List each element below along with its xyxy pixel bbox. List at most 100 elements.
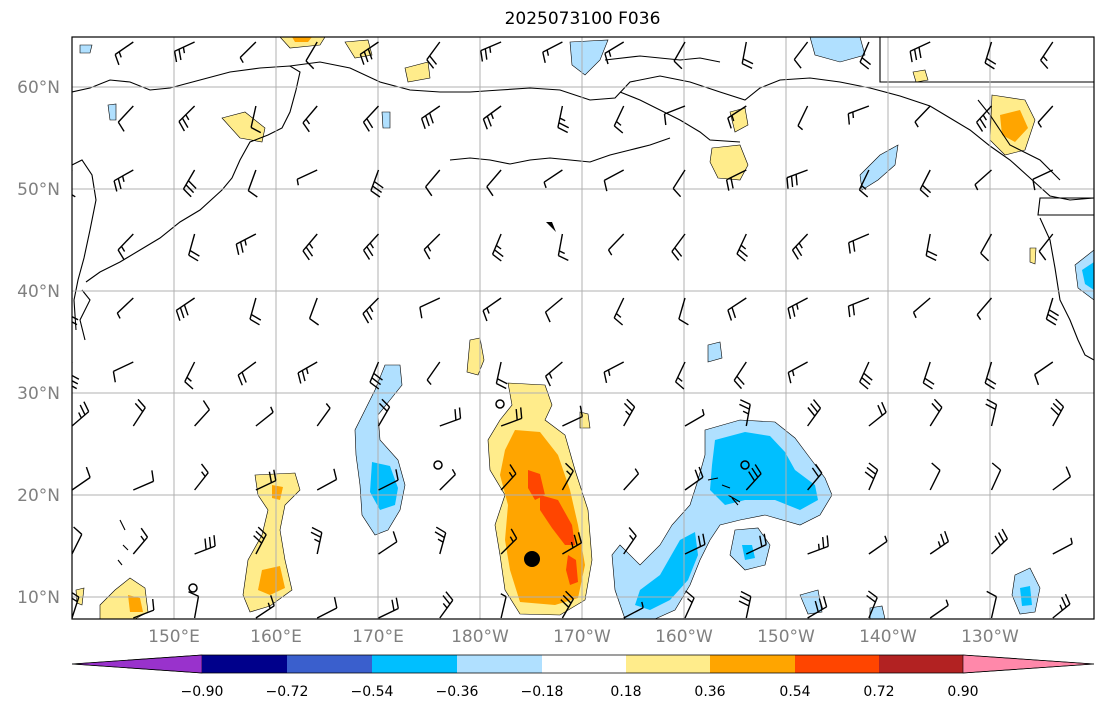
wind-barb	[623, 607, 644, 619]
wind-barb-feather	[986, 377, 997, 385]
wind-barb-feather	[663, 113, 667, 126]
wind-barb-feather	[492, 253, 502, 262]
wind-barb-feather	[867, 590, 878, 599]
wind-barb-feather	[924, 377, 935, 385]
wind-barb-feather	[796, 303, 799, 310]
lat-label: 60°N	[17, 78, 60, 98]
wind-barb	[369, 361, 380, 383]
wind-barb	[72, 411, 90, 427]
wind-barb-feather	[178, 49, 182, 61]
wind-barb-feather	[548, 372, 553, 379]
wind-barb	[674, 361, 686, 383]
wind-barb	[990, 404, 998, 427]
wind-barb-feather	[425, 186, 433, 197]
colorbar-seg-5	[542, 655, 626, 673]
wind-barb-feather	[736, 253, 746, 262]
wind-barb-feather	[881, 401, 887, 413]
wind-barb-feather	[79, 404, 86, 416]
wind-barb	[255, 605, 275, 619]
wind-barb-feather	[913, 49, 918, 61]
wind-barb-feather	[912, 312, 917, 319]
wind-barb-feather	[559, 117, 566, 122]
wind-barb-feather	[787, 372, 792, 384]
wind-barb	[425, 169, 441, 188]
wind-barb	[194, 472, 209, 491]
wind-barb-feather	[558, 250, 565, 255]
wind-barb	[613, 297, 625, 319]
wind-barb	[133, 480, 154, 491]
wind-barb-feather	[208, 536, 212, 548]
wind-barb-feather	[373, 181, 384, 189]
wind-barb	[684, 543, 706, 555]
wind-barb	[561, 598, 575, 619]
wind-barb-feather	[244, 239, 247, 246]
wind-barb	[302, 105, 318, 124]
wind-barb	[184, 361, 196, 383]
colorbar-seg-9	[879, 655, 963, 673]
wind-barb	[746, 543, 767, 555]
wind-barb-feather	[795, 246, 803, 257]
wind-barb-feather	[486, 115, 492, 127]
wind-barb-feather	[925, 254, 937, 262]
wind-barb	[858, 169, 870, 191]
wind-barb	[188, 233, 196, 256]
wind-barb-feather	[565, 590, 574, 600]
wind-barb-feather	[790, 175, 794, 188]
wind-barb	[745, 596, 752, 619]
wind-barb-feather	[496, 382, 507, 390]
contour-negative-s-1	[799, 589, 823, 615]
wind-barb-feather	[185, 114, 190, 121]
wind-barb-feather	[325, 403, 331, 409]
wind-barb-feather	[798, 242, 803, 249]
wind-barb	[297, 361, 318, 374]
coastlines	[72, 37, 1094, 566]
wind-barb	[807, 472, 823, 491]
wind-barb-feather	[859, 61, 870, 70]
wind-barb-feather	[73, 526, 83, 535]
wind-barb-feather	[991, 462, 1002, 471]
wind-barb	[255, 479, 277, 491]
wind-barb-feather	[1061, 596, 1067, 608]
wind-barb	[378, 541, 398, 555]
wind-barb	[623, 473, 640, 491]
wind-barb	[363, 233, 380, 251]
wind-barb-feather	[509, 536, 514, 543]
lat-label: 50°N	[17, 180, 60, 200]
wind-barb	[543, 169, 563, 183]
wind-barb	[1052, 603, 1071, 619]
wind-barb-feather	[739, 595, 751, 602]
wind-barb	[791, 233, 809, 251]
wind-barb-feather	[179, 307, 185, 319]
wind-barb-feather	[763, 533, 767, 545]
wind-barb	[726, 169, 747, 181]
wind-barb-feather	[736, 375, 745, 386]
wind-barb	[684, 597, 695, 619]
wind-barb-feather	[791, 370, 795, 377]
wind-barb-feather	[1059, 604, 1064, 611]
wind-barb-feather	[986, 57, 997, 65]
colorbar-label: 0.18	[610, 684, 641, 700]
wind-barb-feather	[979, 118, 987, 129]
wind-barb-feather	[486, 307, 490, 314]
wind-barb-feather	[557, 126, 569, 134]
contour-positive-north-1	[279, 37, 326, 49]
lon-label: 130°W	[961, 627, 1019, 647]
wind-barb	[316, 478, 337, 491]
wind-barb	[117, 105, 134, 123]
wind-barb	[922, 361, 931, 384]
wind-barb-feather	[308, 243, 314, 249]
calm-circle	[495, 399, 505, 409]
wind-barb-feather	[435, 526, 447, 534]
wind-barb	[557, 105, 564, 128]
wind-barb-feather	[311, 526, 323, 534]
contour-positive-red-3	[566, 555, 578, 585]
wind-barb-feather	[566, 470, 572, 476]
colorbar-seg-6	[626, 655, 710, 673]
wind-barb-feather	[117, 121, 125, 132]
colorbar-label: −0.72	[266, 684, 309, 700]
wind-barb-feather	[994, 535, 1002, 546]
wind-barb-feather	[558, 122, 570, 129]
wind-barb	[673, 41, 686, 62]
wind-barb-feather	[117, 178, 122, 190]
wind-barb-feather	[508, 471, 514, 478]
